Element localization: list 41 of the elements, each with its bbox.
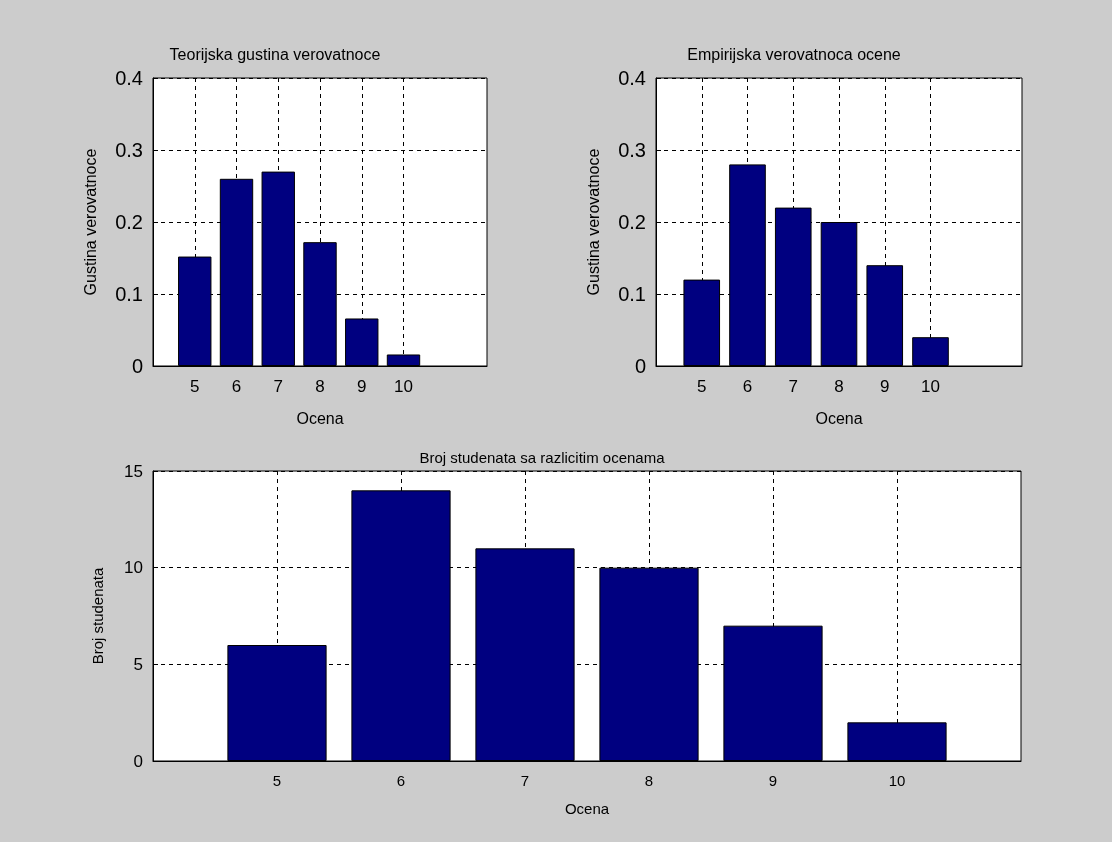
x-tick-label: 6 <box>231 377 242 396</box>
x-tick-label: 7 <box>520 772 530 789</box>
x-tick-label: 6 <box>396 772 406 789</box>
y-axis-title: Gustina verovatnoce <box>584 148 602 296</box>
y-tick-label: 0.3 <box>115 139 143 161</box>
x-tick-label: 8 <box>315 377 325 396</box>
y-axis-title: Gustina verovatnoce <box>81 148 99 296</box>
chart-title: Broj studenata sa razlicitim ocenama <box>419 449 666 466</box>
y-tick-label: 0.4 <box>115 67 143 89</box>
x-axis-title: Ocena <box>564 800 610 817</box>
x-tick-label: 8 <box>644 772 654 789</box>
x-tick-label: 7 <box>788 377 798 396</box>
y-tick-label: 0.4 <box>618 67 646 89</box>
y-axis-title: Broj studenata <box>89 566 106 665</box>
x-tick-label: 10 <box>888 772 906 789</box>
x-tick-label: 10 <box>394 377 413 396</box>
x-axis-title: Ocena <box>296 409 344 427</box>
x-tick-label: 6 <box>742 377 753 396</box>
y-tick-label: 10 <box>124 558 143 578</box>
x-tick-label: 5 <box>190 377 200 396</box>
x-tick-label: 9 <box>768 772 778 789</box>
x-tick-label: 7 <box>273 377 283 396</box>
y-tick-label: 0.2 <box>618 211 646 233</box>
y-tick-label: 0 <box>131 355 143 377</box>
y-tick-label: 15 <box>124 461 143 481</box>
y-tick-label: 0.1 <box>115 283 143 305</box>
x-axis-title: Ocena <box>815 409 863 427</box>
chart-title: Teorijska gustina verovatnoce <box>169 45 381 63</box>
y-tick-label: 5 <box>133 654 143 674</box>
x-tick-label: 9 <box>880 377 890 396</box>
y-tick-label: 0.3 <box>618 139 646 161</box>
x-tick-label: 10 <box>921 377 940 396</box>
x-tick-label: 8 <box>834 377 844 396</box>
x-tick-label: 5 <box>272 772 282 789</box>
x-tick-label: 9 <box>357 377 367 396</box>
y-tick-label: 0.2 <box>115 211 143 233</box>
y-tick-label: 0 <box>133 751 143 771</box>
y-tick-label: 0.1 <box>618 283 646 305</box>
y-tick-label: 0 <box>634 355 646 377</box>
chart-title: Empirijska verovatnoca ocene <box>687 45 901 63</box>
x-tick-label: 5 <box>697 377 707 396</box>
